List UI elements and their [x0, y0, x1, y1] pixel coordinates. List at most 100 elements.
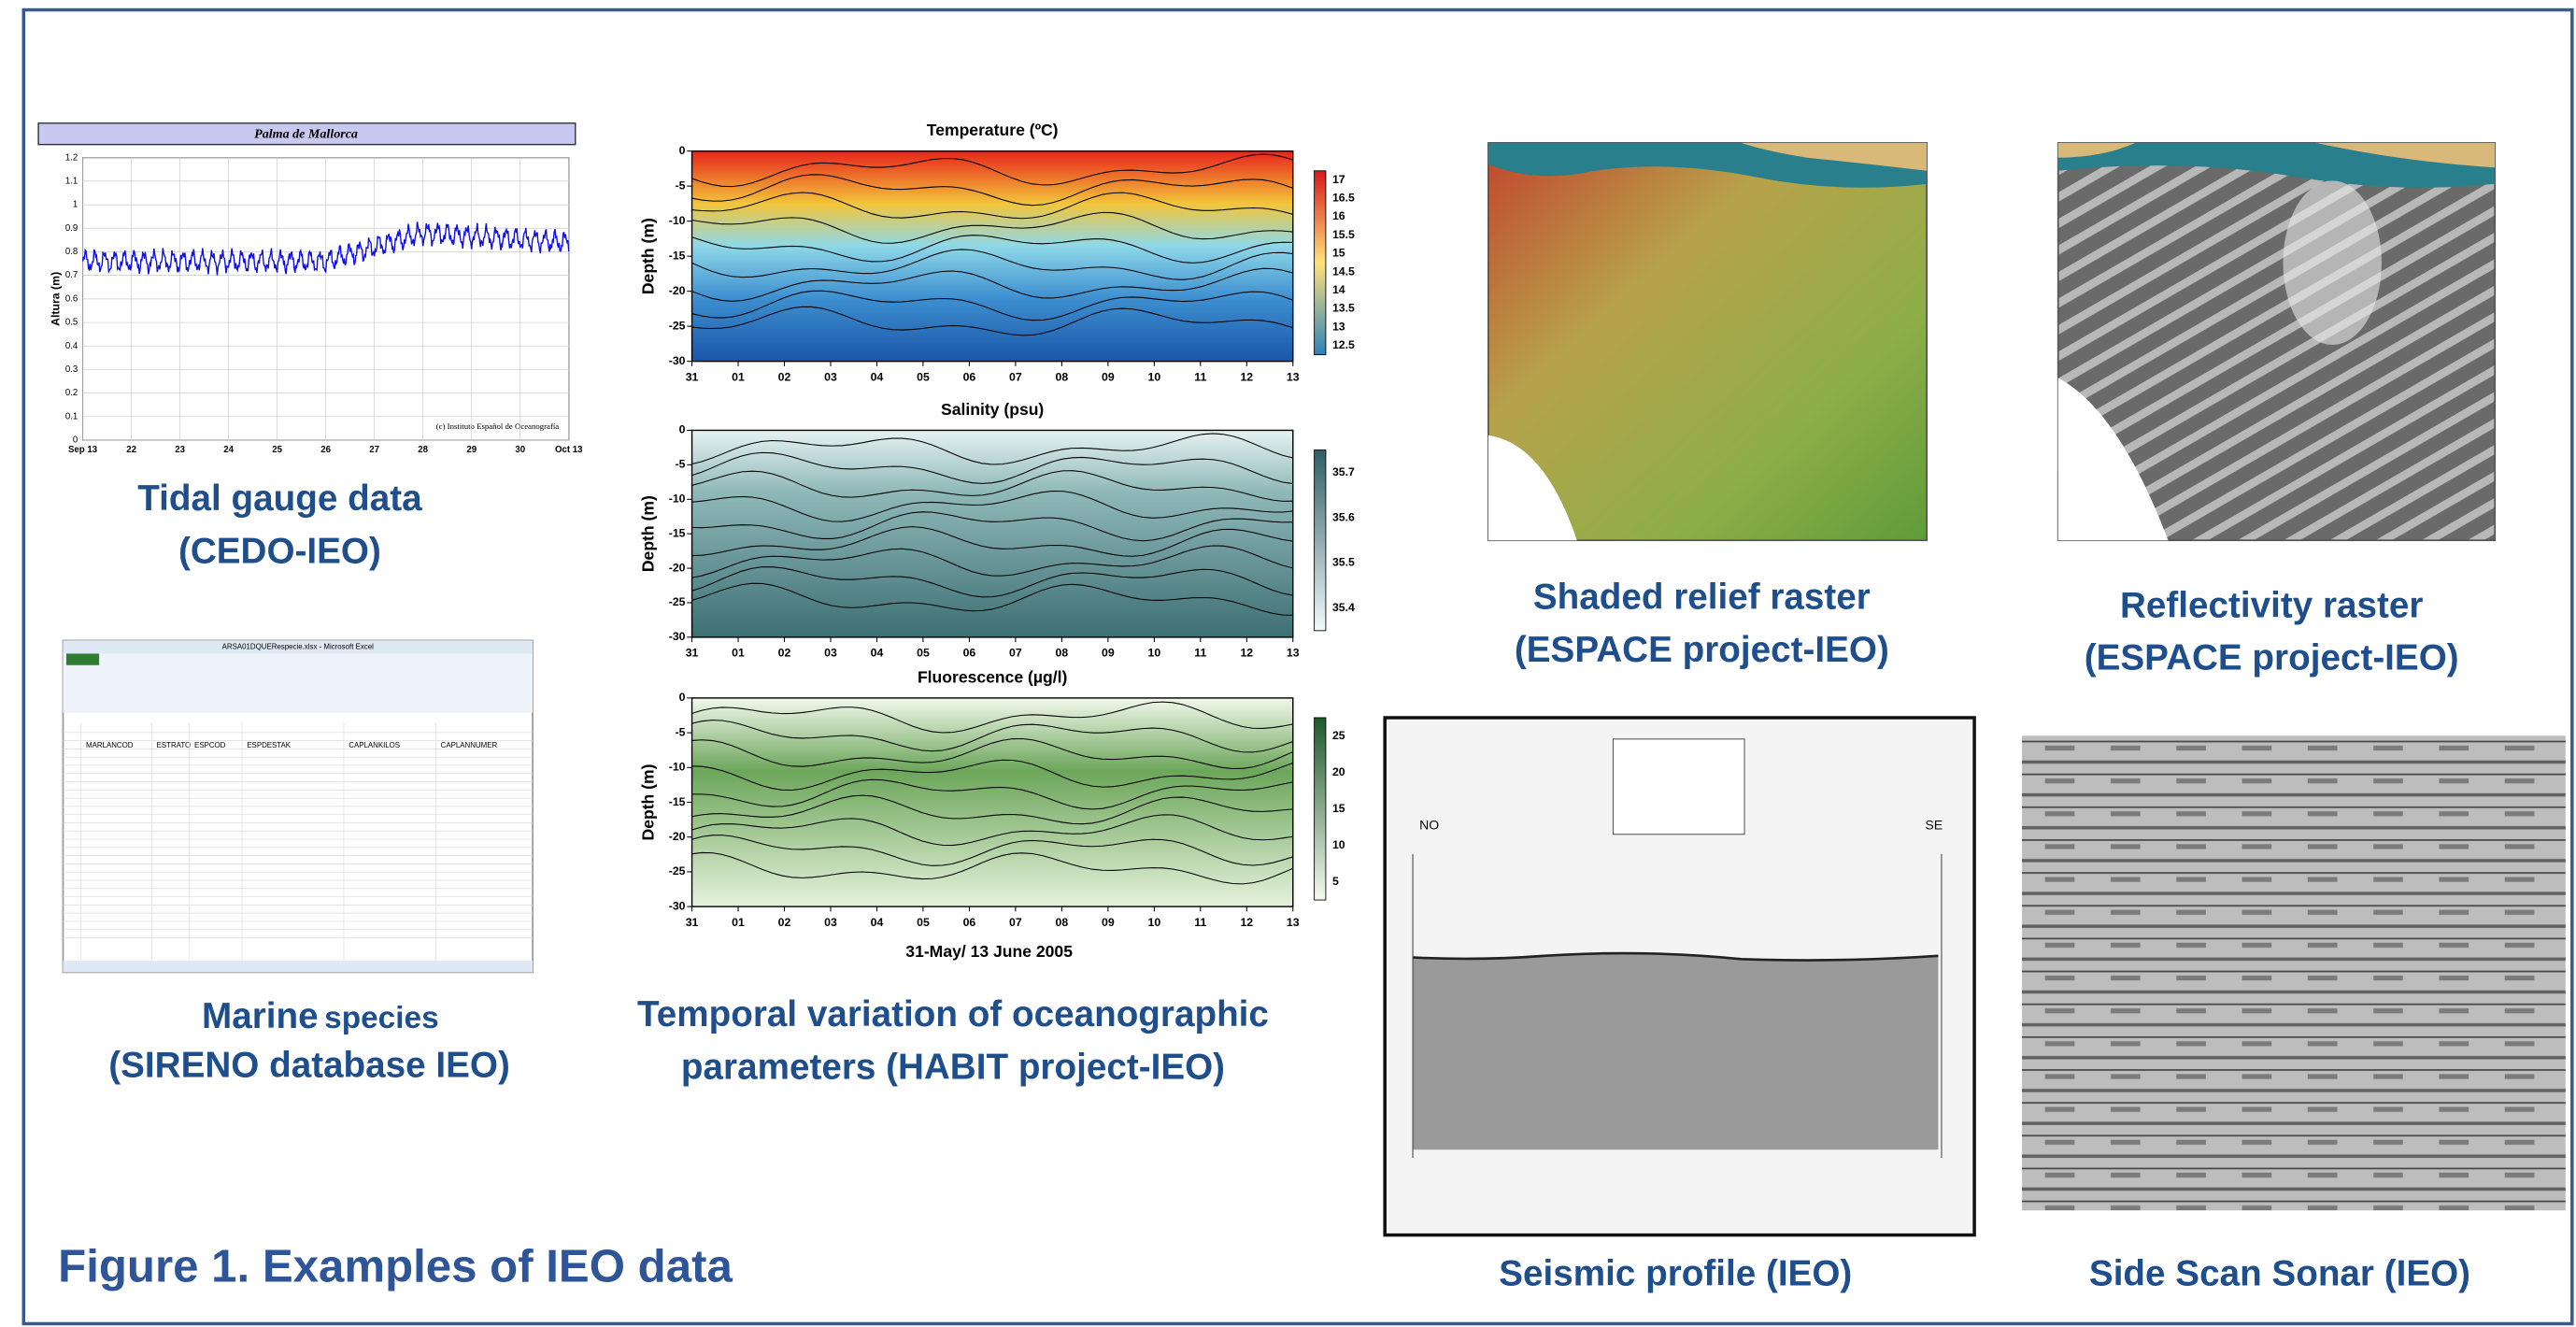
- x-tick-label: Sep 13: [68, 445, 98, 455]
- y-tick-label: 0: [679, 144, 686, 157]
- caption: (ESPACE project-IEO): [2085, 638, 2459, 678]
- colorbar-label: 15: [1332, 802, 1345, 815]
- figure-title: Figure 1. Examples of IEO data: [58, 1240, 733, 1291]
- bright-patch: [2284, 180, 2382, 345]
- colorbar-label: 14.5: [1332, 264, 1355, 278]
- x-tick-label: 12: [1240, 647, 1253, 660]
- y-tick-label: 0.5: [65, 318, 78, 328]
- colorbar-label: 25: [1332, 729, 1345, 742]
- x-tick-label: 03: [824, 916, 837, 929]
- y-axis-label: Depth (m): [639, 218, 658, 294]
- y-tick-label: -10: [669, 492, 686, 506]
- x-tick-label: Oct 13: [555, 445, 583, 455]
- caption: parameters (HABIT project-IEO): [681, 1047, 1225, 1087]
- x-tick-label: 01: [732, 916, 745, 929]
- y-tick-label: -15: [669, 249, 686, 262]
- y-tick-label: 0: [73, 435, 78, 446]
- x-tick-label: 10: [1147, 370, 1160, 383]
- x-tick-label: 04: [871, 916, 884, 929]
- x-tick-label: 13: [1287, 647, 1300, 660]
- y-tick-label: -5: [676, 458, 686, 471]
- direction-label: NO: [1419, 818, 1439, 833]
- x-tick-label: 03: [824, 370, 837, 383]
- x-tick-label: 04: [871, 647, 884, 660]
- caption: Reflectivity raster: [2120, 585, 2423, 625]
- x-tick-label: 24: [223, 445, 234, 455]
- x-tick-label: 05: [917, 647, 930, 660]
- plot-title: Salinity (psu): [941, 400, 1044, 419]
- x-tick-label: 10: [1147, 647, 1160, 660]
- plot-title: Fluorescence (µg/l): [918, 667, 1067, 686]
- x-tick-label: 12: [1240, 916, 1253, 929]
- x-tick-label: 25: [272, 445, 282, 455]
- x-tick-label: 09: [1102, 370, 1115, 383]
- colorbar-label: 10: [1332, 838, 1345, 851]
- contour-plots: Temperature (ºC)Depth (m)0-5-10-15-20-25…: [639, 121, 1356, 929]
- sonar-mosaic: [2022, 735, 2566, 1210]
- colorbar-label: 35.5: [1332, 556, 1355, 569]
- x-tick-label: 27: [369, 445, 379, 455]
- status-bar: [63, 961, 533, 972]
- x-tick-label: 11: [1194, 647, 1206, 660]
- x-tick-label: 06: [963, 916, 976, 929]
- y-tick-label: -30: [669, 354, 686, 367]
- x-tick-label: 09: [1102, 916, 1115, 929]
- colorbar-label: 17: [1332, 173, 1345, 186]
- x-tick-label: 06: [963, 647, 976, 660]
- x-tick-label: 22: [126, 445, 136, 455]
- raster: [1488, 143, 1927, 540]
- x-tick-label: 02: [778, 647, 791, 660]
- x-tick-label: 31: [686, 647, 699, 660]
- y-tick-label: -25: [669, 319, 686, 332]
- x-tick-label: 12: [1240, 370, 1253, 383]
- column-header: ESPCOD: [194, 741, 226, 749]
- y-tick-label: 0.4: [65, 341, 78, 351]
- caption: Temporal variation of oceanographic: [637, 994, 1269, 1034]
- colorbar-label: 35.6: [1332, 510, 1355, 523]
- y-tick-label: 0: [679, 423, 686, 436]
- x-tick-label: 26: [320, 445, 331, 455]
- caption: Shaded relief raster: [1533, 578, 1871, 618]
- x-tick-label: 04: [871, 370, 884, 383]
- x-tick-label: 06: [963, 370, 976, 383]
- y-axis-label: Depth (m): [639, 764, 658, 841]
- colorbar: [1315, 450, 1326, 631]
- x-tick-label: 29: [466, 445, 477, 455]
- colorbar-label: 35.7: [1332, 465, 1355, 478]
- credit: (c) Instituto Español de Oceanografía: [436, 421, 560, 431]
- y-tick-label: 0.7: [65, 270, 78, 280]
- file-tab: [66, 653, 99, 664]
- caption: (SIRENO database IEO): [108, 1046, 510, 1086]
- relief-raster: [1488, 143, 1927, 540]
- x-tick-label: 07: [1009, 370, 1022, 383]
- column-header: CAPLANNUMER: [441, 741, 498, 749]
- y-tick-label: -25: [669, 595, 686, 608]
- y-tick-label: -5: [676, 178, 686, 192]
- x-tick-label: 02: [778, 916, 791, 929]
- y-tick-label: -20: [669, 284, 686, 297]
- ribbon: [63, 653, 533, 712]
- column-header: MARLANCOD: [86, 741, 134, 749]
- x-tick-label: 30: [515, 445, 525, 455]
- y-tick-label: -10: [669, 214, 686, 227]
- y-tick-label: -25: [669, 864, 686, 878]
- colorbar-label: 16.5: [1332, 192, 1355, 205]
- caption: Tidal gauge data: [137, 478, 422, 519]
- y-axis-label: Altura (m): [50, 272, 63, 326]
- y-tick-label: 1: [73, 200, 78, 210]
- caption: species: [324, 1001, 438, 1035]
- colorbar-label: 14: [1332, 283, 1345, 296]
- x-tick-label: 01: [732, 647, 745, 660]
- x-tick-label: 13: [1287, 916, 1300, 929]
- colorbar-label: 20: [1332, 765, 1345, 778]
- column-header: ESPDESTAK: [247, 741, 292, 749]
- y-tick-label: 0.9: [65, 223, 78, 234]
- colorbar-label: 13: [1332, 320, 1345, 333]
- x-tick-label: 11: [1194, 370, 1206, 383]
- x-tick-label: 23: [175, 445, 185, 455]
- caption: Marine: [202, 996, 319, 1036]
- reflectors: [1413, 953, 1938, 1149]
- y-tick-label: 1.1: [65, 176, 78, 186]
- y-tick-label: -5: [676, 725, 686, 738]
- x-tick-label: 13: [1287, 370, 1300, 383]
